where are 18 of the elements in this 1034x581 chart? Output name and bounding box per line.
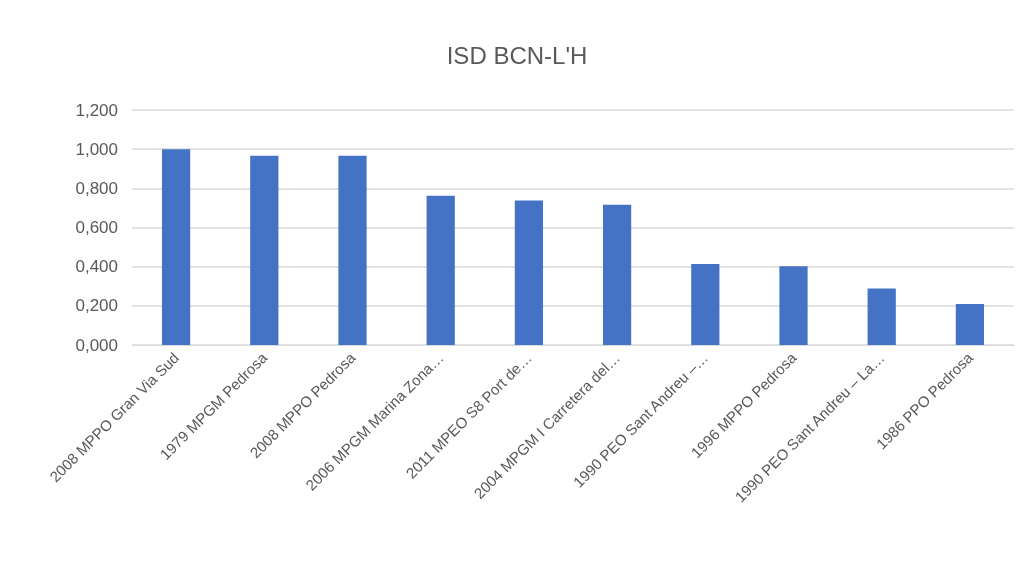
y-tick-label: 0,400 <box>75 257 118 277</box>
bar <box>867 288 896 345</box>
bar <box>161 149 191 345</box>
bar <box>250 155 279 345</box>
chart-title: ISD BCN-L'H <box>446 41 588 69</box>
y-tick-label: 0,200 <box>75 296 118 316</box>
y-tick-label: 0,000 <box>75 335 118 355</box>
bar <box>602 204 632 345</box>
bar <box>691 263 720 345</box>
bar <box>955 304 985 345</box>
bar <box>338 155 367 345</box>
y-tick-label: 1,000 <box>75 139 118 159</box>
bar <box>426 195 455 345</box>
y-tick-label: 1,200 <box>75 100 118 120</box>
bar <box>779 266 808 345</box>
y-tick-label: 0,800 <box>75 178 118 198</box>
y-tick-label: 0,600 <box>75 218 118 237</box>
bar <box>514 200 544 345</box>
